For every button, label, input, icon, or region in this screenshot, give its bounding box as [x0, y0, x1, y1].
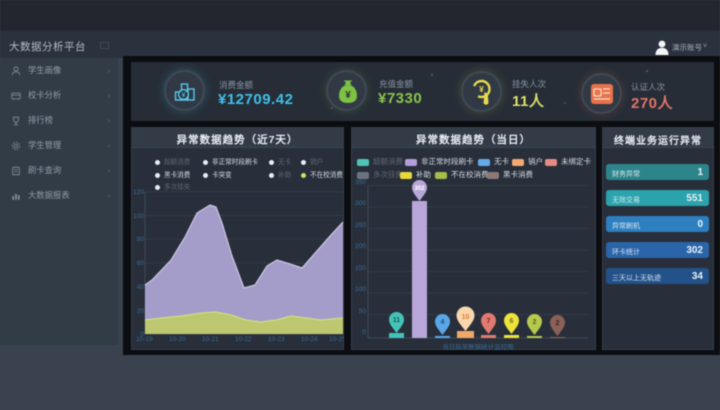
svg-text:11: 11: [393, 317, 401, 324]
svg-text:¥: ¥: [479, 84, 484, 94]
svg-text:10: 10: [462, 314, 470, 321]
svg-text:4: 4: [441, 319, 445, 326]
svg-text:2: 2: [556, 320, 560, 327]
svg-text:2: 2: [533, 319, 537, 326]
svg-text:¥: ¥: [345, 90, 351, 101]
svg-text:302: 302: [414, 186, 425, 192]
svg-text:7: 7: [487, 318, 491, 325]
svg-text:6: 6: [510, 318, 514, 325]
svg-text:¥: ¥: [180, 91, 186, 100]
